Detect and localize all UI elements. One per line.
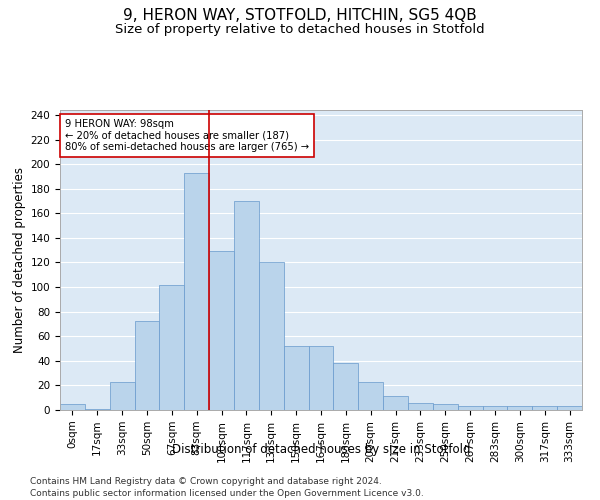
Bar [184, 172, 209, 410]
Bar [383, 396, 408, 410]
Text: Distribution of detached houses by size in Stotfold: Distribution of detached houses by size … [172, 442, 470, 456]
Bar [358, 382, 383, 410]
Bar [308, 346, 334, 410]
Y-axis label: Number of detached properties: Number of detached properties [13, 167, 26, 353]
Bar [532, 406, 557, 410]
Text: Contains HM Land Registry data © Crown copyright and database right 2024.: Contains HM Land Registry data © Crown c… [30, 478, 382, 486]
Bar [408, 402, 433, 410]
Bar [334, 364, 358, 410]
Bar [557, 406, 582, 410]
Bar [234, 201, 259, 410]
Bar [60, 404, 85, 410]
Bar [284, 346, 308, 410]
Text: 9 HERON WAY: 98sqm
← 20% of detached houses are smaller (187)
80% of semi-detach: 9 HERON WAY: 98sqm ← 20% of detached hou… [65, 119, 310, 152]
Bar [110, 382, 134, 410]
Text: Size of property relative to detached houses in Stotfold: Size of property relative to detached ho… [115, 22, 485, 36]
Bar [433, 404, 458, 410]
Bar [209, 252, 234, 410]
Text: Contains public sector information licensed under the Open Government Licence v3: Contains public sector information licen… [30, 489, 424, 498]
Bar [482, 406, 508, 410]
Bar [85, 409, 110, 410]
Bar [458, 406, 482, 410]
Bar [134, 322, 160, 410]
Bar [508, 406, 532, 410]
Text: 9, HERON WAY, STOTFOLD, HITCHIN, SG5 4QB: 9, HERON WAY, STOTFOLD, HITCHIN, SG5 4QB [123, 8, 477, 22]
Bar [259, 262, 284, 410]
Bar [160, 284, 184, 410]
